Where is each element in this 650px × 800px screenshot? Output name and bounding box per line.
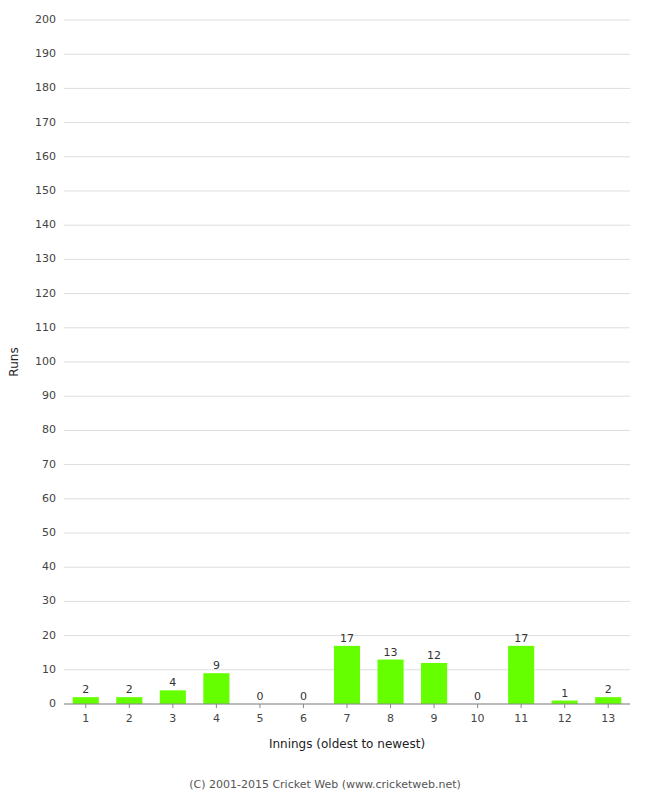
x-tick-label: 3: [169, 712, 176, 725]
grid-line: [64, 430, 630, 431]
y-tick-label: 70: [42, 458, 56, 471]
x-tick: [129, 704, 130, 708]
x-tick-label: 4: [213, 712, 220, 725]
y-tick-label: 60: [42, 492, 56, 505]
grid-line: [64, 362, 630, 363]
x-tick: [608, 704, 609, 708]
grid-line: [64, 20, 630, 21]
data-label: 0: [256, 690, 263, 703]
x-tick-label: 10: [471, 712, 485, 725]
y-tick-label: 80: [42, 423, 56, 436]
x-tick-label: 12: [558, 712, 572, 725]
y-tick-label: 0: [49, 697, 56, 710]
y-tick-label: 10: [42, 663, 56, 676]
y-tick-label: 190: [35, 47, 56, 60]
y-tick-label: 40: [42, 560, 56, 573]
x-tick: [434, 704, 435, 708]
bar: [73, 697, 99, 704]
y-tick-label: 140: [35, 218, 56, 231]
grid-line: [64, 225, 630, 226]
x-axis-label: Innings (oldest to newest): [269, 737, 425, 751]
x-tick-label: 1: [82, 712, 89, 725]
y-tick-label: 200: [35, 13, 56, 26]
data-label: 17: [514, 632, 528, 645]
grid-line: [64, 122, 630, 123]
grid-line: [64, 567, 630, 568]
x-tick-label: 7: [344, 712, 351, 725]
bar: [203, 673, 229, 704]
y-tick-label: 90: [42, 389, 56, 402]
y-tick-label: 30: [42, 594, 56, 607]
y-tick-label: 100: [35, 355, 56, 368]
chart-container: 0102030405060708090100110120130140150160…: [0, 0, 650, 800]
grid-line: [64, 533, 630, 534]
grid-line: [64, 498, 630, 499]
data-label: 4: [169, 676, 176, 689]
grid-line: [64, 293, 630, 294]
grid-line: [64, 88, 630, 89]
grid-line: [64, 327, 630, 328]
x-tick: [85, 704, 86, 708]
grid: [64, 20, 630, 704]
x-tick-label: 8: [387, 712, 394, 725]
data-label: 1: [561, 687, 568, 700]
bar: [116, 697, 142, 704]
x-tick-label: 11: [514, 712, 528, 725]
grid-line: [64, 156, 630, 157]
y-tick-label: 120: [35, 287, 56, 300]
bar: [508, 646, 534, 704]
bars: [73, 646, 622, 704]
bar: [595, 697, 621, 704]
x-tick-label: 9: [431, 712, 438, 725]
grid-line: [64, 601, 630, 602]
grid-line: [64, 191, 630, 192]
x-tick: [347, 704, 348, 708]
y-axis-label: Runs: [7, 347, 21, 376]
x-tick: [477, 704, 478, 708]
grid-line: [64, 54, 630, 55]
x-tick: [216, 704, 217, 708]
bar: [377, 660, 403, 704]
data-label: 13: [384, 646, 398, 659]
x-tick-label: 2: [126, 712, 133, 725]
y-tick-label: 130: [35, 252, 56, 265]
data-label: 0: [300, 690, 307, 703]
grid-line: [64, 259, 630, 260]
y-tick-label: 160: [35, 150, 56, 163]
x-tick: [303, 704, 304, 708]
x-tick-label: 6: [300, 712, 307, 725]
x-tick: [390, 704, 391, 708]
y-tick-label: 20: [42, 629, 56, 642]
bar: [160, 690, 186, 704]
data-label: 2: [605, 683, 612, 696]
x-tick: [259, 704, 260, 708]
footer: (C) 2001-2015 Cricket Web (www.cricketwe…: [189, 778, 461, 791]
grid-line: [64, 464, 630, 465]
data-label: 2: [82, 683, 89, 696]
y-tick-label: 110: [35, 321, 56, 334]
y-tick-label: 170: [35, 116, 56, 129]
bar: [421, 663, 447, 704]
x-tick: [564, 704, 565, 708]
data-label: 2: [126, 683, 133, 696]
x-tick: [172, 704, 173, 708]
y-tick-label: 180: [35, 81, 56, 94]
bar: [552, 701, 578, 704]
chart-svg: 0102030405060708090100110120130140150160…: [0, 0, 650, 800]
y-tick-label: 50: [42, 526, 56, 539]
grid-line: [64, 396, 630, 397]
y-tick-label: 150: [35, 184, 56, 197]
x-tick-label: 13: [601, 712, 615, 725]
data-label: 17: [340, 632, 354, 645]
bar: [334, 646, 360, 704]
data-label: 9: [213, 659, 220, 672]
data-label: 12: [427, 649, 441, 662]
x-tick: [521, 704, 522, 708]
data-label: 0: [474, 690, 481, 703]
x-tick-label: 5: [256, 712, 263, 725]
